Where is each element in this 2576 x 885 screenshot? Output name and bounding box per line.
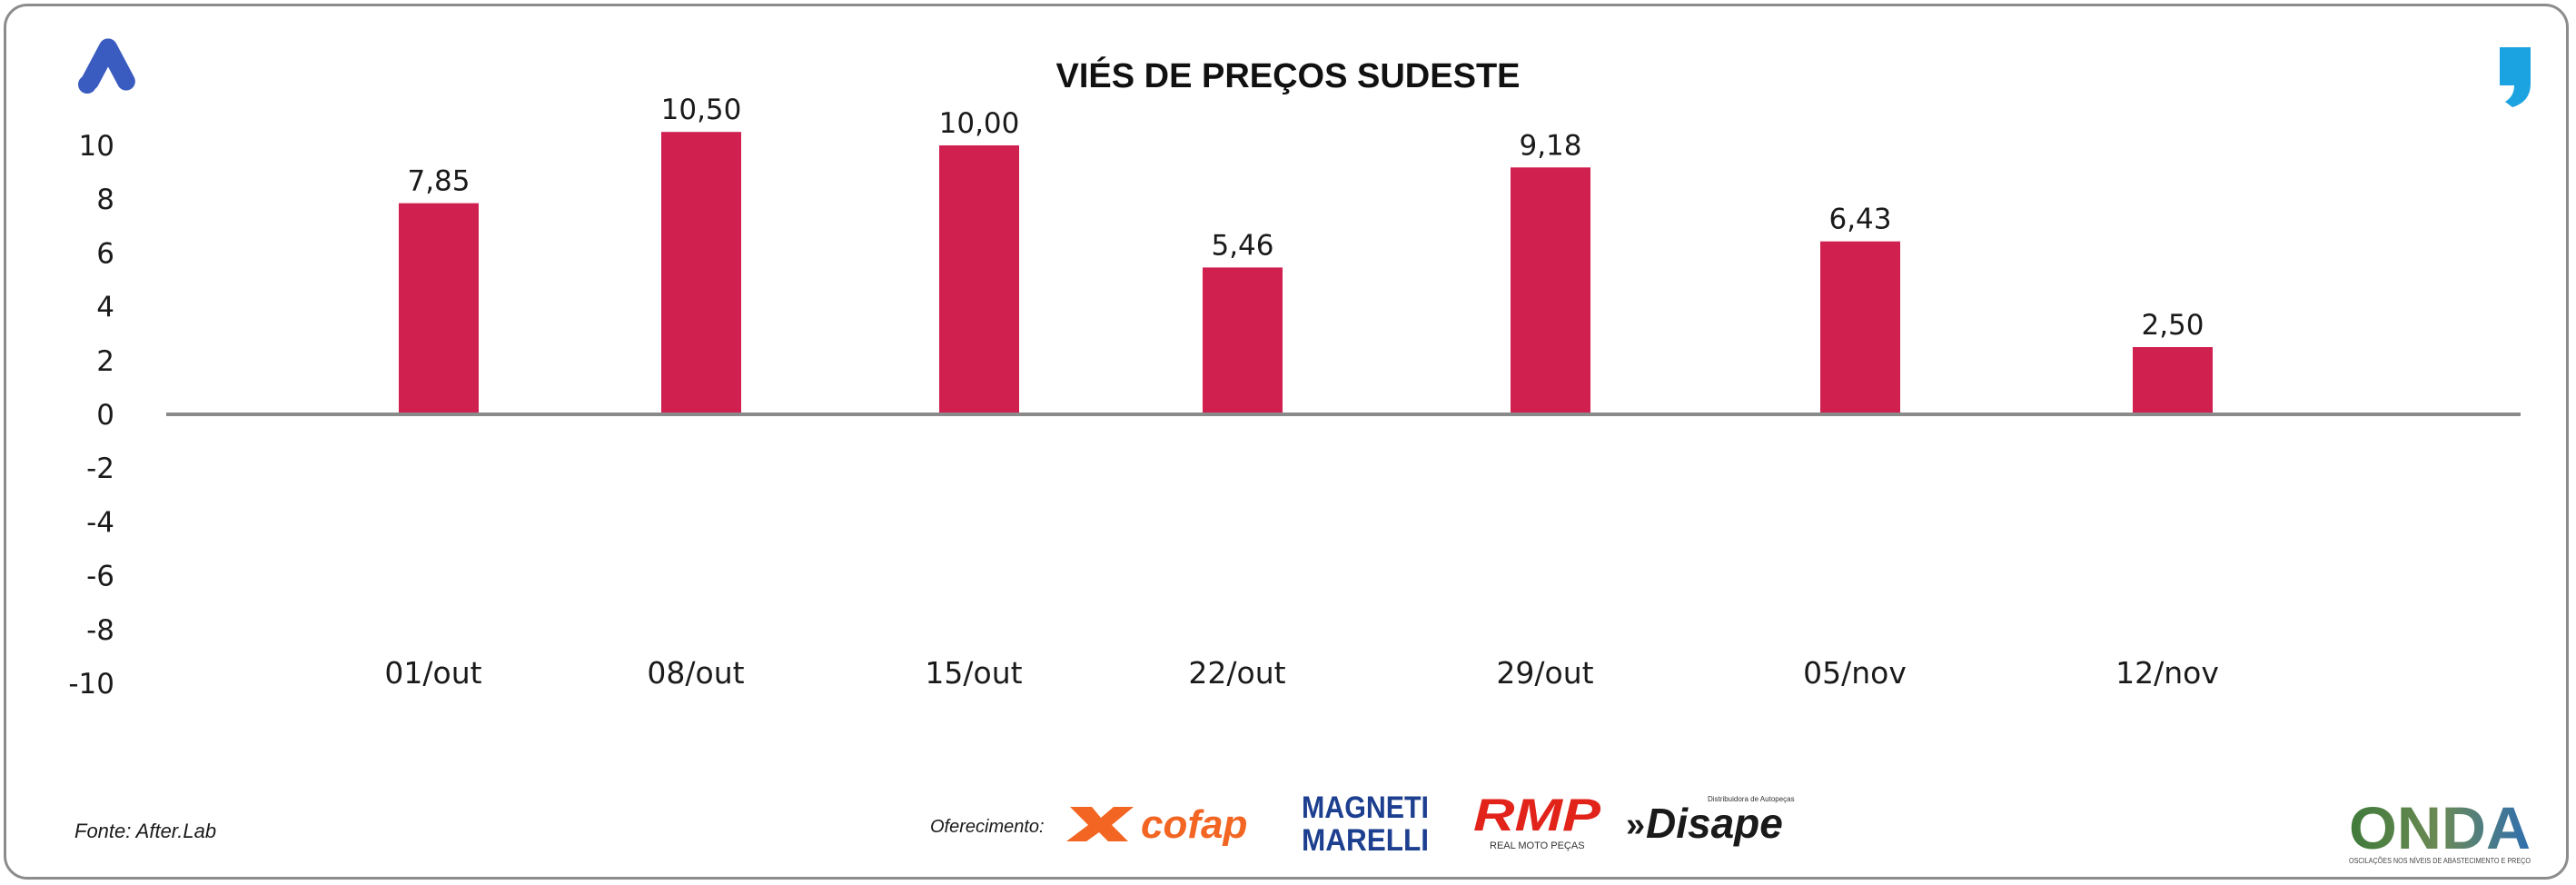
x-tick-label: 05/nov (1803, 655, 1907, 691)
bar-series (399, 132, 2213, 414)
bar (2133, 347, 2213, 414)
y-axis: 10 8 6 4 2 0 -2 -4 -6 -8 -10 (68, 130, 114, 701)
bar-value-labels: 7,85 10,50 10,00 5,46 9,18 6,43 2,50 (407, 94, 2204, 342)
disape-logo[interactable]: Distribuidora de Autopeças » Disape (1626, 789, 1808, 853)
svg-text:ONDA: ONDA (2349, 796, 2531, 861)
y-tick-label: 8 (96, 184, 114, 216)
bar-value-label: 9,18 (1519, 129, 1581, 162)
bar (1820, 241, 1900, 414)
svg-text:Disape: Disape (1646, 800, 1783, 847)
svg-text:Distribuidora de Autopeças: Distribuidora de Autopeças (1708, 795, 1795, 803)
bar (1203, 267, 1283, 414)
bar (399, 203, 479, 414)
y-tick-label: 0 (96, 399, 114, 432)
onda-logo: ONDA OSCILAÇÕES NOS NÍVEIS DE ABASTECIME… (2347, 794, 2538, 873)
y-tick-label: 10 (79, 130, 114, 163)
y-tick-label: -8 (86, 614, 114, 647)
after-lab-logo-icon (78, 38, 135, 94)
svg-text:REAL MOTO PEÇAS: REAL MOTO PEÇAS (1490, 840, 1585, 851)
y-tick-label: -6 (86, 561, 114, 593)
x-axis: 01/out 08/out 15/out 22/out 29/out 05/nov 12/n… (384, 655, 2218, 691)
sponsor-label: Oferecimento: (930, 817, 1045, 837)
y-tick-label: -10 (68, 668, 114, 701)
source-note: Fonte: After.Lab (74, 820, 217, 842)
bar (939, 145, 1019, 414)
svg-text:RMP: RMP (1473, 791, 1601, 840)
y-tick-label: -2 (86, 452, 114, 485)
y-tick-label: -4 (86, 506, 114, 539)
bar-value-label: 7,85 (407, 165, 470, 198)
bar-value-label: 6,43 (1828, 204, 1891, 236)
quote-mark-icon (2500, 47, 2531, 107)
bar-value-label: 2,50 (2141, 309, 2204, 342)
cofap-logo[interactable]: cofap (1065, 796, 1283, 855)
y-tick-label: 6 (96, 237, 114, 270)
x-tick-label: 15/out (925, 655, 1022, 691)
bar (1511, 167, 1590, 414)
svg-text:MAGNETI: MAGNETI (1302, 791, 1429, 825)
x-tick-label: 08/out (647, 655, 744, 691)
chart-frame (4, 4, 2569, 880)
bar-value-label: 10,00 (939, 107, 1020, 140)
bar-value-label: 10,50 (661, 94, 742, 126)
svg-text:OSCILAÇÕES NOS NÍVEIS DE ABAST: OSCILAÇÕES NOS NÍVEIS DE ABASTECIMENTO E… (2349, 857, 2531, 865)
x-tick-label: 12/nov (2115, 655, 2219, 691)
y-tick-label: 4 (96, 292, 114, 324)
svg-text:»: » (1626, 806, 1645, 844)
svg-text:cofap: cofap (1141, 802, 1247, 847)
x-tick-label: 22/out (1188, 655, 1285, 691)
bar (661, 132, 741, 414)
rmp-logo[interactable]: RMP REAL MOTO PEÇAS (1468, 790, 1604, 859)
x-tick-label: 29/out (1496, 655, 1593, 691)
magneti-marelli-logo[interactable]: MAGNETI MARELLI (1297, 787, 1433, 870)
bar-value-label: 5,46 (1211, 229, 1273, 262)
x-tick-label: 01/out (384, 655, 481, 691)
y-tick-label: 2 (96, 345, 114, 378)
chart-title: VIÉS DE PREÇOS SUDESTE (1055, 55, 1520, 95)
svg-text:MARELLI: MARELLI (1302, 823, 1429, 858)
